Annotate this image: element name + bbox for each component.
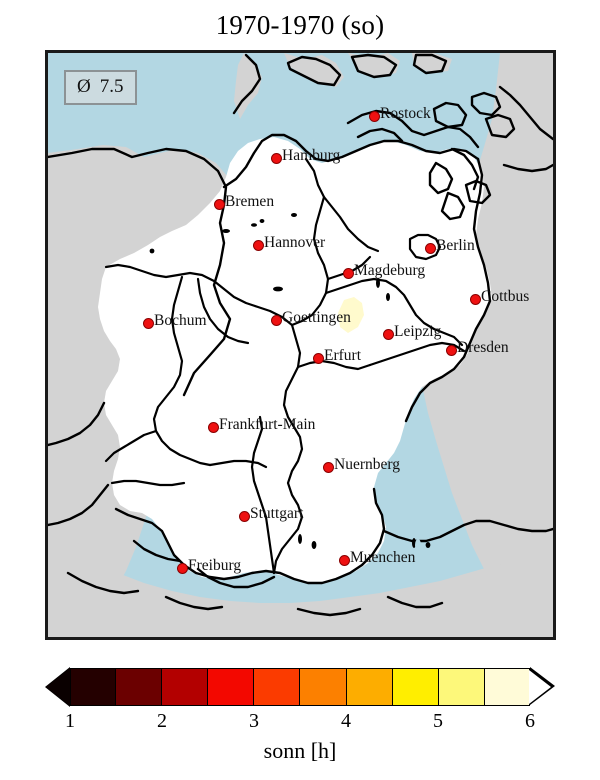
austria-switzerland-landmass: [48, 551, 553, 637]
city-dot-icon[interactable]: [207, 421, 219, 433]
diameter-mean-icon: Ø: [77, 76, 91, 97]
colorbar-tick-6: 6: [525, 710, 535, 732]
city-label: Erfurt: [324, 347, 362, 364]
city-label: Magdeburg: [354, 262, 426, 279]
city-label: Cottbus: [481, 288, 530, 305]
city-label: Bremen: [225, 193, 275, 210]
city-dot-icon[interactable]: [342, 267, 354, 279]
colorbar-over-arrow-fill: [529, 669, 551, 704]
city-dot-icon[interactable]: [368, 110, 380, 122]
colorbar-tick-3: 3: [249, 710, 259, 732]
map-canvas: Ø 7.5 Rostock Hamburg Bremen Hannover Berlin M…: [48, 53, 553, 637]
city-dot-icon[interactable]: [312, 352, 324, 364]
colorbar-panel[interactable]: 1 2 3 4 5 6 sonn [h]: [0, 648, 600, 780]
coastline-outlines: [48, 53, 553, 617]
city-label: Dresden: [457, 339, 509, 356]
city-label: Leipzig: [394, 323, 442, 340]
city-dot-icon[interactable]: [338, 554, 350, 566]
city-dot-icon[interactable]: [445, 344, 457, 356]
state-borders: [104, 157, 466, 575]
colorbar-segment-6: [300, 668, 347, 706]
city-label: Muenchen: [350, 549, 416, 566]
colorbar-tick-1: 1: [65, 710, 75, 732]
city-label: Hamburg: [282, 147, 341, 164]
germany-landmass: [98, 137, 492, 583]
city-label: Goettingen: [282, 309, 351, 326]
colorbar-segment-1: [70, 668, 117, 706]
colorbar-gradient[interactable]: [70, 668, 530, 706]
colorbar-segment-3: [162, 668, 209, 706]
city-dot-icon[interactable]: [238, 510, 250, 522]
colorbar-tick-5: 5: [433, 710, 443, 732]
city-label: Hannover: [264, 234, 326, 251]
city-dot-icon[interactable]: [424, 242, 436, 254]
colorbar-segment-5: [254, 668, 301, 706]
city-label: Berlin: [436, 237, 475, 254]
city-label: Freiburg: [188, 557, 242, 574]
city-label: Stuttgart: [250, 505, 304, 522]
inland-water: [275, 539, 421, 586]
city-dot-icon[interactable]: [176, 562, 188, 574]
city-label: Rostock: [380, 105, 431, 122]
data-patch-pale-yellow: [338, 297, 364, 333]
city-dot-icon[interactable]: [469, 293, 481, 305]
city-dot-icon[interactable]: [142, 317, 154, 329]
poland-czechia-landmass: [420, 53, 553, 637]
colorbar-segment-7: [346, 668, 393, 706]
denmark-island-landmass: [284, 53, 344, 87]
colorbar-under-arrow: [46, 668, 70, 706]
city-dot-icon[interactable]: [322, 461, 334, 473]
colorbar-tick-2: 2: [157, 710, 167, 732]
map-geometry: [48, 53, 553, 637]
city-dot-icon[interactable]: [270, 314, 282, 326]
colorbar-segment-4: [208, 668, 255, 706]
city-label: Nuernberg: [334, 456, 400, 473]
colorbar-axis-label: sonn [h]: [263, 738, 337, 763]
colorbar-segment-10: [484, 668, 530, 706]
city-dot-icon[interactable]: [252, 239, 264, 251]
colorbar-tick-4: 4: [341, 710, 351, 732]
city-dot-icon[interactable]: [270, 152, 282, 164]
colorbar-segment-9: [438, 668, 485, 706]
city-dot-icon[interactable]: [382, 328, 394, 340]
mean-value: 7.5: [99, 76, 124, 97]
colorbar-segment-2: [116, 668, 163, 706]
mean-value-badge: Ø 7.5: [64, 70, 138, 105]
colorbar-segment-8: [392, 668, 439, 706]
city-dot-icon[interactable]: [213, 198, 225, 210]
city-label: Bochum: [154, 312, 207, 329]
page-title: 1970-1970 (so): [215, 10, 385, 40]
city-label: Frankfurt-Main: [219, 416, 316, 433]
islands-and-lakes: [149, 213, 431, 549]
map-panel[interactable]: Ø 7.5 Rostock Hamburg Bremen Hannover Berlin M…: [45, 50, 556, 640]
